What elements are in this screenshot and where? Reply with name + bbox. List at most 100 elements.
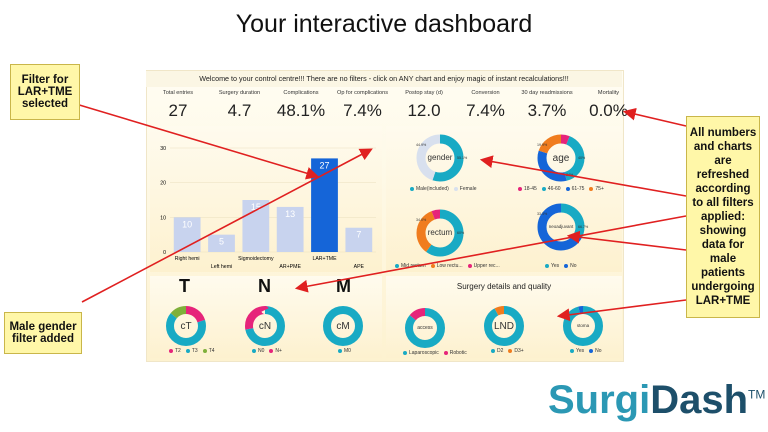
arrow-gender-chart bbox=[479, 155, 687, 197]
stoma-legend[interactable]: Yes No bbox=[565, 348, 602, 354]
legend-swatch bbox=[169, 348, 173, 353]
arrow-kpis bbox=[622, 107, 687, 127]
neoadjuvant-donut-chart[interactable] bbox=[531, 197, 591, 257]
legend-entry[interactable]: D3+ bbox=[514, 348, 524, 354]
t-heading: T bbox=[179, 276, 190, 296]
arrow-neoadjuvant bbox=[566, 230, 687, 251]
donut-percent-label: 66.7% bbox=[578, 225, 589, 229]
legend-swatch bbox=[565, 186, 570, 191]
legend-entry[interactable]: Robotic bbox=[449, 350, 467, 356]
access-segment-robotic[interactable] bbox=[405, 308, 445, 348]
kpi-label: 30 day readmissions bbox=[521, 90, 573, 96]
legend-entry[interactable]: D2 bbox=[497, 348, 504, 354]
lnd-legend[interactable]: D2 D3+ bbox=[486, 348, 524, 354]
cT-center-label: cT bbox=[180, 321, 192, 332]
cN-center-label: cN bbox=[258, 321, 272, 332]
gender-legend[interactable]: Male(included) Female bbox=[405, 186, 476, 192]
kpi-value[interactable]: 4.7 bbox=[227, 101, 252, 120]
age-segment-75-[interactable] bbox=[537, 134, 585, 182]
gender-donut-chart[interactable] bbox=[410, 128, 470, 188]
legend-entry[interactable]: M0 bbox=[344, 348, 351, 354]
legend-entry[interactable]: 75+ bbox=[595, 186, 604, 192]
page-title: Your interactive dashboard bbox=[235, 10, 533, 38]
legend-swatch bbox=[589, 186, 594, 191]
filter-callout: Filter for LAR+TME selected bbox=[10, 64, 80, 120]
legend-entry[interactable]: No bbox=[570, 263, 577, 269]
legend-entry[interactable]: Low rectu... bbox=[436, 263, 463, 269]
rectum-donut-chart[interactable] bbox=[410, 203, 470, 263]
cN-donut-chart[interactable] bbox=[239, 300, 291, 352]
legend-entry[interactable]: N0 bbox=[258, 348, 265, 354]
gender-segment-female[interactable] bbox=[416, 134, 464, 182]
bar-value-label: 27 bbox=[319, 160, 329, 170]
age-legend[interactable]: 18-45 46-60 61-75 75+ bbox=[513, 186, 604, 192]
legend-entry[interactable]: 46-60 bbox=[547, 186, 561, 192]
legend-entry[interactable]: No bbox=[595, 348, 602, 354]
rectum-segment-low-rectu-[interactable] bbox=[416, 209, 464, 257]
legend-entry[interactable]: T3 bbox=[191, 348, 198, 354]
access-legend[interactable]: Laparoscopic Robotic bbox=[398, 350, 467, 356]
neoadjuvant-legend[interactable]: Yes No bbox=[540, 263, 577, 269]
legend-entry[interactable]: Yes bbox=[576, 348, 585, 354]
legend-entry[interactable]: 18-45 bbox=[524, 186, 537, 192]
cT-donut-chart[interactable] bbox=[160, 300, 212, 352]
stoma-segment-no[interactable] bbox=[563, 306, 603, 346]
cM-legend[interactable]: M0 bbox=[333, 348, 351, 354]
legend-entry[interactable]: Yes bbox=[551, 263, 560, 269]
cT-segment-t3[interactable] bbox=[166, 306, 206, 346]
kpi-label: Complications bbox=[283, 90, 319, 96]
legend-swatch bbox=[430, 263, 435, 268]
legend-swatch bbox=[508, 348, 513, 353]
bar-ar-pme[interactable] bbox=[276, 206, 304, 252]
legend-entry[interactable]: Female bbox=[459, 186, 477, 192]
legend-swatch bbox=[403, 350, 407, 355]
lnd-segment-d3-[interactable] bbox=[484, 306, 524, 346]
cT-legend[interactable]: T2 T3 T4 bbox=[164, 348, 215, 354]
kpi-value[interactable]: 27 bbox=[168, 101, 188, 120]
age-segment-61-75[interactable] bbox=[537, 134, 585, 182]
kpi-value[interactable]: 48.1% bbox=[276, 101, 326, 120]
legend-entry[interactable]: T4 bbox=[208, 348, 215, 354]
kpi-value[interactable]: 12.0 bbox=[407, 101, 441, 120]
lnd-donut-chart[interactable] bbox=[478, 300, 530, 352]
legend-entry[interactable]: 61-75 bbox=[571, 186, 585, 192]
cN-segment-n-[interactable] bbox=[245, 306, 285, 346]
arrow-gender bbox=[81, 148, 373, 303]
bar-left-hemi[interactable] bbox=[208, 234, 235, 252]
cT-segment-t4[interactable] bbox=[166, 306, 206, 346]
age-donut-chart[interactable] bbox=[531, 128, 591, 188]
access-donut-chart[interactable] bbox=[399, 302, 451, 354]
access-center-label: access bbox=[417, 325, 433, 331]
bar-sigmoidectomy[interactable] bbox=[242, 200, 270, 252]
legend-entry[interactable]: Laparoscopic bbox=[409, 350, 439, 356]
neoadjuvant-segment-no[interactable] bbox=[537, 203, 585, 251]
kpi-value[interactable]: 3.7% bbox=[527, 101, 567, 120]
legend-swatch bbox=[589, 348, 594, 353]
kpi-value[interactable]: 0.0% bbox=[589, 101, 628, 120]
legend-entry[interactable]: Male(included) bbox=[416, 186, 449, 192]
cM-segment-m0[interactable] bbox=[323, 306, 363, 346]
rectum-segment-upper-rec-[interactable] bbox=[416, 209, 464, 257]
procedure-bar-chart[interactable]: 0 10 20 30 10 Right hemi 5 Left hemi 15 Sigmoidec… bbox=[150, 126, 382, 272]
cN-legend[interactable]: N0 N+ bbox=[247, 348, 282, 354]
legend-entry[interactable]: T2 bbox=[175, 348, 181, 354]
y-tick-label: 10 bbox=[160, 215, 166, 221]
rectum-center-label: rectum bbox=[427, 228, 453, 237]
x-category-label: APE bbox=[354, 264, 365, 270]
bar-ape[interactable] bbox=[345, 227, 373, 252]
kpi-value[interactable]: 7.4% bbox=[466, 101, 505, 120]
stoma-donut-chart[interactable] bbox=[557, 300, 609, 352]
age-segment-46-60[interactable] bbox=[537, 134, 585, 182]
bar-value-label: 10 bbox=[182, 219, 192, 229]
kpi-label: Conversion bbox=[471, 90, 500, 96]
lnd-center-label: LND bbox=[493, 321, 514, 332]
cM-donut-chart[interactable] bbox=[317, 300, 369, 352]
legend-entry[interactable]: N+ bbox=[275, 348, 282, 354]
bar-value-label: 5 bbox=[219, 237, 224, 247]
cM-center-label: cM bbox=[336, 321, 350, 332]
kpi-value[interactable]: 7.4% bbox=[343, 101, 382, 120]
legend-swatch bbox=[269, 348, 274, 353]
welcome-banner: Welcome to your control centre!!! There … bbox=[146, 71, 622, 87]
legend-entry[interactable]: Upper rec... bbox=[473, 263, 500, 269]
